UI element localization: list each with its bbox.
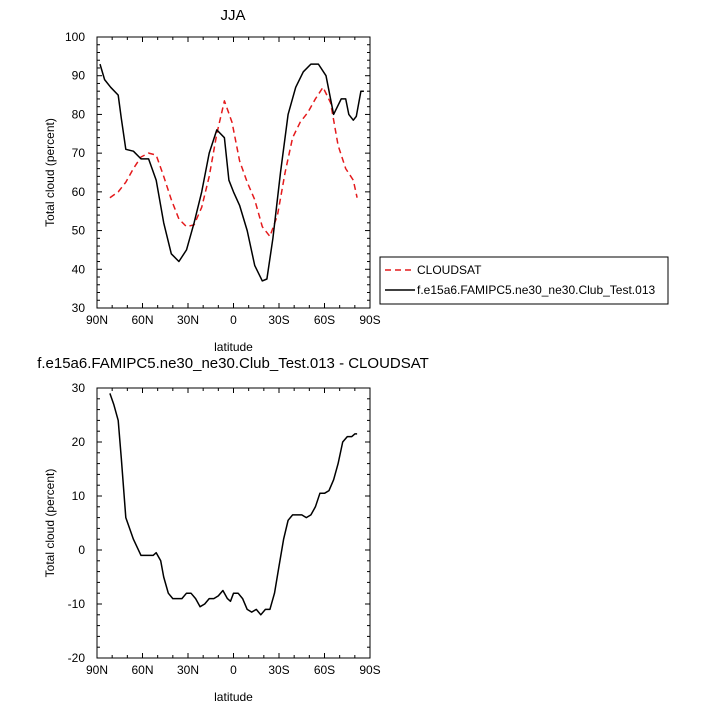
bottom-x-axis-label: latitude <box>214 690 253 704</box>
bottom-panel: f.e15a6.FAMIPC5.ne30_ne30.Club_Test.013 … <box>37 355 429 704</box>
top-series-line-0 <box>109 86 358 238</box>
top-x-tick-label: 0 <box>230 313 237 327</box>
top-y-tick-label: 70 <box>72 146 86 160</box>
top-panel: JJA 90N 60N 30N 0 30S 60S 90S 30 40 50 60 70 80 90 100… <box>43 7 381 354</box>
top-series-line-1 <box>99 63 364 282</box>
top-plot-frame <box>96 36 371 309</box>
top-y-tick-label: 40 <box>72 262 86 276</box>
bottom-y-tick-label: -20 <box>68 651 86 665</box>
top-chart-title: JJA <box>220 7 245 24</box>
bottom-x-tick-label: 90S <box>359 663 380 677</box>
bottom-axis-ticks: 90N 60N 30N 0 30S 60S 90S -20 -10 0 10 20 30 <box>68 381 381 677</box>
top-x-tick-label: 30S <box>268 313 289 327</box>
bottom-x-tick-label: 60S <box>314 663 335 677</box>
top-y-tick-label: 30 <box>72 301 86 315</box>
bottom-x-tick-label: 90N <box>86 663 108 677</box>
bottom-y-tick-label: 20 <box>72 435 86 449</box>
bottom-series-group <box>109 393 358 616</box>
top-x-tick-label: 30N <box>177 313 199 327</box>
top-y-tick-label: 90 <box>72 69 86 83</box>
legend-box <box>379 256 669 305</box>
bottom-plot-frame <box>96 387 371 659</box>
bottom-chart-title: f.e15a6.FAMIPC5.ne30_ne30.Club_Test.013 … <box>37 355 429 372</box>
top-series-group <box>99 63 364 282</box>
top-x-axis-label: latitude <box>214 340 253 354</box>
top-x-tick-label: 60S <box>314 313 335 327</box>
bottom-x-tick-label: 30N <box>177 663 199 677</box>
bottom-y-tick-label: 10 <box>72 489 86 503</box>
bottom-y-axis-label: Total cloud (percent) <box>43 469 57 578</box>
top-y-tick-label: 100 <box>65 30 85 44</box>
bottom-x-tick-label: 60N <box>131 663 153 677</box>
bottom-y-tick-label: 0 <box>78 543 85 557</box>
top-y-tick-label: 80 <box>72 107 86 121</box>
top-y-tick-label: 50 <box>72 224 86 238</box>
top-x-tick-label: 90S <box>359 313 380 327</box>
bottom-y-tick-label: 30 <box>72 381 86 395</box>
bottom-y-tick-label: -10 <box>68 597 86 611</box>
top-y-axis-label: Total cloud (percent) <box>43 118 57 227</box>
bottom-series-line-0 <box>109 393 358 616</box>
top-x-tick-label: 60N <box>131 313 153 327</box>
bottom-x-tick-label: 0 <box>230 663 237 677</box>
legend-label-model: f.e15a6.FAMIPC5.ne30_ne30.Club_Test.013 <box>417 283 655 297</box>
top-x-tick-label: 90N <box>86 313 108 327</box>
top-y-tick-label: 60 <box>72 185 86 199</box>
top-axis-ticks: 90N 60N 30N 0 30S 60S 90S 30 40 50 60 70 80 90 100 <box>65 30 381 327</box>
legend: CLOUDSAT f.e15a6.FAMIPC5.ne30_ne30.Club_… <box>379 256 669 305</box>
legend-label-cloudsat: CLOUDSAT <box>417 263 482 277</box>
bottom-x-tick-label: 30S <box>268 663 289 677</box>
